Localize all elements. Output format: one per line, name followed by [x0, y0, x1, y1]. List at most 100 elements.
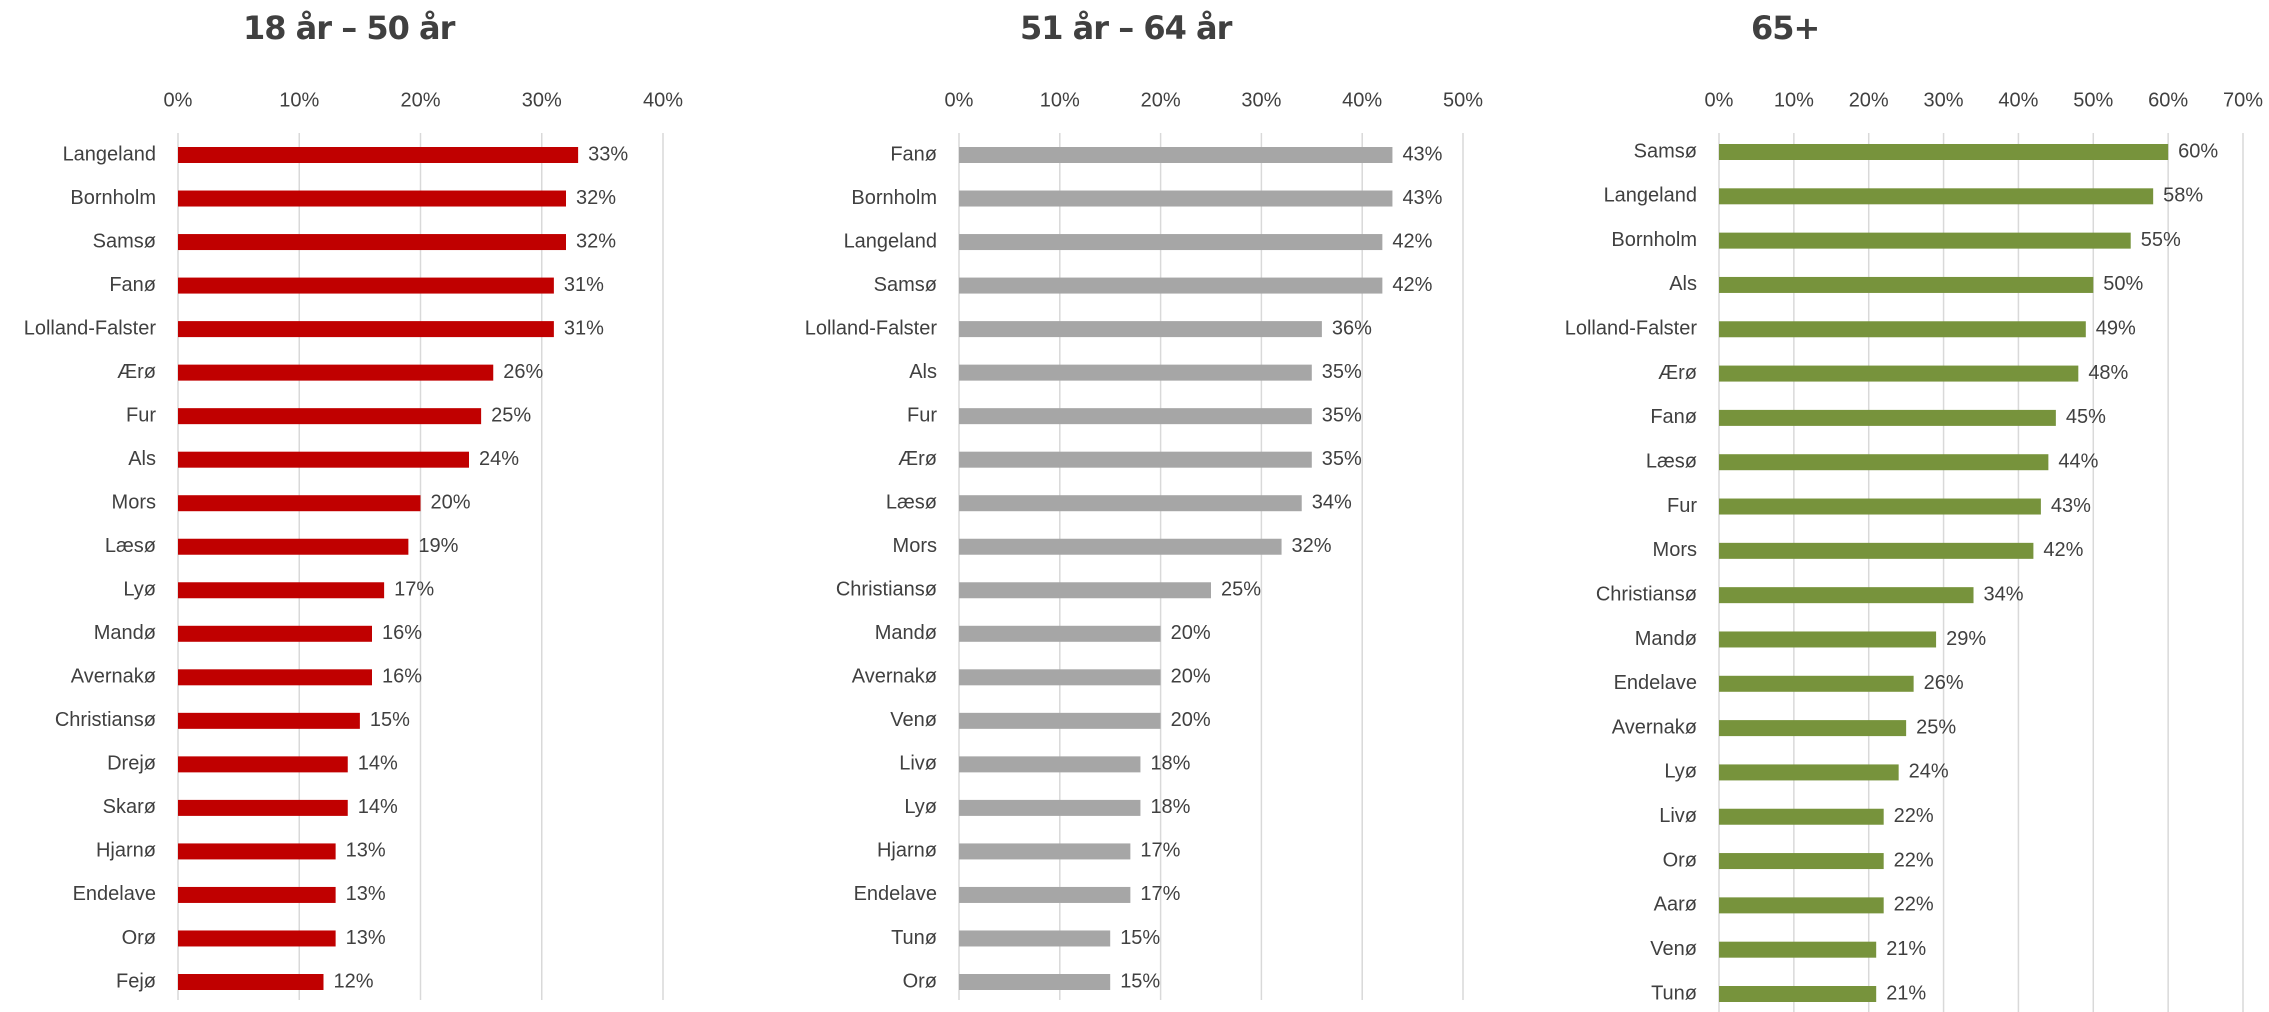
x-tick-label: 20%: [1849, 89, 1889, 111]
bar: [959, 974, 1111, 990]
bar: [178, 451, 469, 468]
y-tick-label: Langeland: [63, 143, 156, 165]
data-label: 24%: [1909, 761, 1949, 783]
y-tick-label: Orø: [1663, 849, 1697, 871]
data-label: 14%: [358, 796, 398, 818]
y-tick-label: Samsø: [1634, 140, 1697, 162]
y-tick-label: Aarø: [1654, 894, 1697, 916]
bar: [178, 190, 566, 207]
y-tick-label: Langeland: [844, 230, 937, 252]
bar: [178, 234, 566, 251]
y-tick-label: Endelave: [854, 883, 937, 905]
bar: [178, 538, 409, 555]
x-tick-label: 20%: [1141, 89, 1181, 111]
y-tick-label: Lolland-Falster: [1565, 318, 1698, 340]
bar: [178, 756, 348, 773]
y-tick-label: Ærø: [117, 361, 156, 383]
bar: [959, 756, 1141, 773]
bar: [178, 799, 348, 816]
y-tick-label: Fanø: [1650, 406, 1697, 428]
x-tick-label: 50%: [1443, 89, 1483, 111]
data-label: 31%: [564, 317, 604, 339]
bar: [959, 364, 1312, 381]
data-label: 24%: [479, 448, 519, 470]
bar: [959, 321, 1322, 338]
y-tick-label: Venø: [1650, 938, 1697, 960]
bar: [1719, 720, 1907, 737]
bar: [959, 234, 1383, 251]
data-label: 45%: [2066, 406, 2106, 428]
data-label: 16%: [382, 622, 422, 644]
x-tick-label: 30%: [1924, 89, 1964, 111]
bar: [959, 930, 1111, 947]
bar: [959, 190, 1393, 207]
bar: [1719, 542, 2034, 559]
y-tick-label: Bornholm: [1611, 229, 1697, 251]
y-tick-label: Tunø: [1651, 982, 1697, 1004]
bar: [178, 669, 372, 686]
x-tick-label: 0%: [1705, 89, 1734, 111]
bar: [178, 712, 360, 729]
bar: [1719, 853, 1884, 870]
x-tick-label: 40%: [1998, 89, 2038, 111]
y-tick-label: Orø: [903, 970, 937, 992]
bar: [1719, 454, 2049, 471]
y-tick-label: Fejø: [116, 970, 156, 992]
y-tick-label: Fur: [1667, 495, 1697, 517]
bar: [1719, 941, 1877, 958]
y-tick-label: Endelave: [73, 883, 156, 905]
data-label: 58%: [2163, 185, 2203, 207]
y-tick-label: Als: [1669, 273, 1697, 295]
y-tick-label: Endelave: [1614, 672, 1697, 694]
data-label: 15%: [1120, 970, 1160, 992]
data-label: 19%: [418, 535, 458, 557]
data-label: 55%: [2141, 229, 2181, 251]
chart: 51 år – 64 år 0% 10% 20% 30% 40% 50% Fanø 43% Bor…: [805, 9, 1483, 1000]
data-label: 16%: [382, 666, 422, 688]
y-tick-label: Læsø: [105, 535, 156, 557]
y-tick-label: Lyø: [123, 579, 156, 601]
chart: 65+ 0% 10% 20% 30% 40% 50% 60% 70% Samsø 60% Langel…: [1565, 9, 2263, 1012]
x-tick-label: 40%: [643, 89, 683, 111]
y-tick-label: Skarø: [103, 796, 156, 818]
y-tick-label: Fanø: [890, 143, 937, 165]
data-label: 29%: [1946, 628, 1986, 650]
bar: [959, 799, 1141, 816]
y-tick-label: Avernakø: [852, 666, 937, 688]
bar: [959, 147, 1393, 163]
data-label: 26%: [1924, 672, 1964, 694]
bar: [959, 843, 1131, 860]
data-label: 60%: [2178, 140, 2218, 162]
data-label: 13%: [346, 883, 386, 905]
y-tick-label: Mandø: [1635, 628, 1697, 650]
data-label: 43%: [1402, 143, 1442, 165]
data-label: 17%: [394, 579, 434, 601]
bar: [1719, 986, 1877, 1002]
data-label: 13%: [346, 840, 386, 862]
y-tick-label: Avernakø: [71, 666, 156, 688]
data-label: 43%: [1402, 187, 1442, 209]
data-label: 15%: [1120, 927, 1160, 949]
y-tick-label: Bornholm: [851, 187, 937, 209]
bar: [1719, 631, 1937, 648]
y-tick-label: Als: [128, 448, 156, 470]
data-label: 20%: [1171, 709, 1211, 731]
y-tick-label: Orø: [122, 927, 156, 949]
data-label: 35%: [1322, 448, 1362, 470]
y-tick-label: Mandø: [875, 622, 937, 644]
x-tick-label: 30%: [1241, 89, 1281, 111]
bar: [1719, 232, 2131, 249]
bar: [178, 843, 336, 860]
bar: [178, 495, 421, 512]
y-tick-label: Fur: [126, 404, 156, 426]
y-tick-label: Læsø: [1646, 450, 1697, 472]
data-label: 22%: [1894, 894, 1934, 916]
bar: [178, 974, 324, 990]
data-label: 21%: [1886, 982, 1926, 1004]
bar: [959, 495, 1302, 512]
y-tick-label: Mors: [112, 491, 156, 513]
data-label: 25%: [1916, 716, 1956, 738]
data-label: 22%: [1894, 805, 1934, 827]
data-label: 32%: [576, 230, 616, 252]
